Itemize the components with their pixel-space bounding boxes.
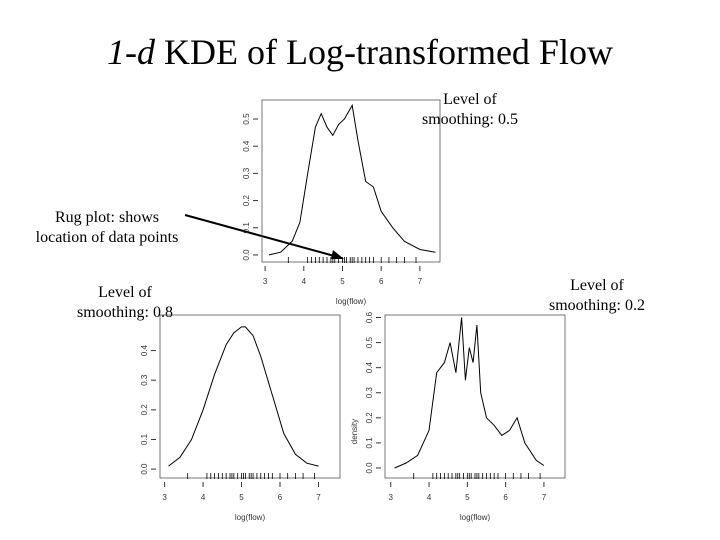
x-tick-label: 4 (427, 493, 432, 502)
x-tick-label: 3 (389, 493, 394, 502)
x-tick-label: 5 (239, 493, 244, 502)
x-tick-label: 5 (340, 277, 345, 286)
annotation: smoothing: 0.8 (77, 304, 173, 321)
x-tick-label: 5 (465, 493, 470, 502)
title-italic: 1-d (107, 32, 156, 72)
annotation: smoothing: 0.5 (422, 111, 518, 128)
x-tick-label: 7 (418, 277, 423, 286)
annotation: Level of (98, 284, 152, 301)
x-axis-label: log(flow) (460, 513, 491, 522)
x-tick-label: 4 (201, 493, 206, 502)
y-tick-label: 0.5 (365, 336, 374, 348)
y-axis-label: density (350, 419, 359, 444)
y-tick-label: 0.1 (365, 437, 374, 449)
x-tick-label: 7 (316, 493, 321, 502)
x-tick-label: 6 (379, 277, 384, 286)
density-curve (394, 317, 545, 469)
y-tick-label: 0.0 (242, 249, 251, 261)
y-tick-label: 0.6 (365, 311, 374, 323)
y-tick-label: 0.4 (140, 344, 149, 356)
annotation: Level of (570, 277, 624, 294)
y-tick-label: 0.0 (140, 463, 149, 475)
annotation: Rug plot: shows (55, 209, 159, 226)
slide-title: 1-d KDE of Log-transformed Flow (107, 32, 613, 72)
y-tick-label: 0.1 (242, 222, 251, 234)
x-tick-label: 3 (162, 493, 167, 502)
y-tick-label: 0.3 (140, 374, 149, 386)
x-tick-label: 3 (263, 277, 268, 286)
y-tick-label: 0.3 (242, 167, 251, 179)
arrow-head (331, 250, 344, 259)
y-tick-label: 0.2 (140, 404, 149, 416)
x-tick-label: 6 (503, 493, 508, 502)
x-tick-label: 7 (542, 493, 547, 502)
y-tick-label: 0.0 (365, 462, 374, 474)
density-curve (268, 103, 436, 256)
y-tick-label: 0.4 (365, 362, 374, 374)
x-axis-label: log(flow) (336, 297, 367, 306)
arrow (184, 214, 339, 258)
x-axis-label: log(flow) (235, 513, 266, 522)
plot-box (159, 314, 341, 479)
y-tick-label: 0.2 (242, 194, 251, 206)
x-tick-label: 6 (278, 493, 283, 502)
density-curve (168, 326, 319, 467)
y-tick-label: 0.4 (242, 140, 251, 152)
plot-box (261, 99, 441, 263)
annotation: location of data points (36, 229, 179, 246)
y-tick-label: 0.5 (242, 113, 251, 125)
y-tick-label: 0.3 (365, 387, 374, 399)
y-tick-label: 0.2 (365, 412, 374, 424)
x-tick-label: 4 (302, 277, 307, 286)
annotation: Level of (443, 91, 497, 108)
title-text: KDE of Log-transformed Flow (164, 32, 613, 72)
y-tick-label: 0.1 (140, 433, 149, 445)
annotation: smoothing: 0.2 (549, 297, 645, 314)
